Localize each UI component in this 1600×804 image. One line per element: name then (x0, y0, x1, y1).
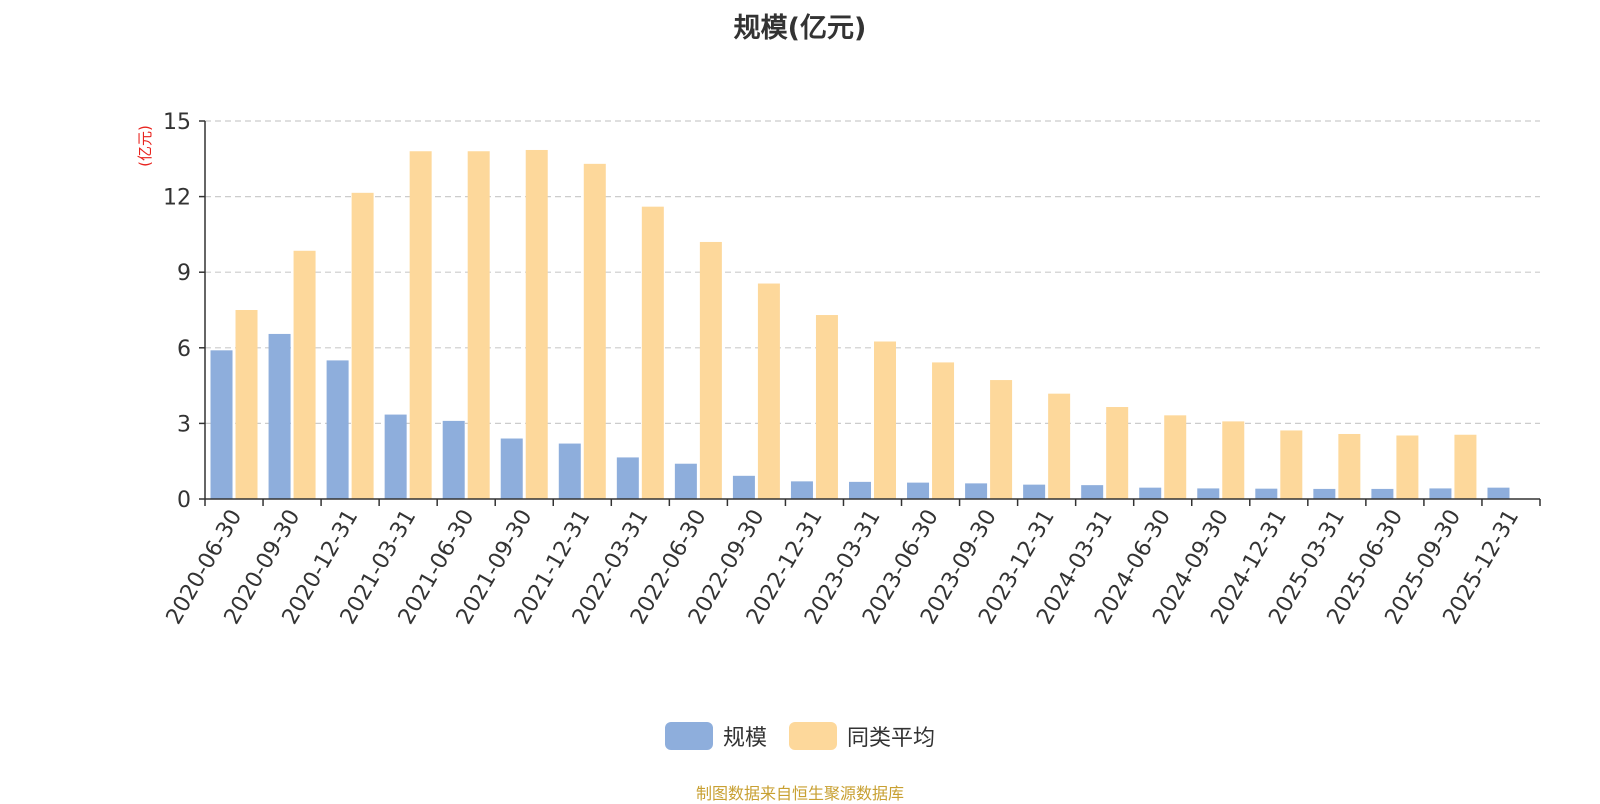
bar-scale[interactable] (558, 443, 581, 499)
y-tick-label: 6 (177, 337, 191, 362)
bar-scale[interactable] (1139, 487, 1162, 499)
bar-scale[interactable] (500, 438, 523, 499)
source-note: 制图数据来自恒生聚源数据库 (695, 784, 904, 803)
bar-scale[interactable] (326, 360, 349, 499)
y-tick-label: 3 (177, 412, 191, 437)
legend: 规模 同类平均 (0, 720, 1600, 752)
legend-swatch-scale (664, 722, 713, 750)
bar-peer-average[interactable] (932, 362, 955, 499)
bars (210, 149, 1510, 500)
bar-peer-average[interactable] (1280, 430, 1303, 499)
bar-scale[interactable] (965, 483, 988, 499)
bar-peer-average[interactable] (467, 151, 490, 500)
legend-item-scale[interactable]: 规模 (664, 720, 767, 752)
legend-item-peer-average[interactable]: 同类平均 (789, 720, 935, 752)
bar-peer-average[interactable] (1222, 421, 1245, 499)
bar-scale[interactable] (1487, 487, 1510, 499)
bar-scale[interactable] (674, 463, 697, 499)
y-tick-label: 0 (177, 488, 191, 513)
bar-scale[interactable] (442, 420, 465, 499)
bar-scale[interactable] (1023, 484, 1046, 499)
bar-scale[interactable] (1081, 485, 1104, 499)
bar-scale[interactable] (384, 414, 407, 499)
bar-peer-average[interactable] (757, 283, 780, 499)
bar-peer-average[interactable] (235, 310, 258, 499)
bar-scale[interactable] (210, 350, 233, 499)
bar-peer-average[interactable] (815, 315, 838, 499)
bar-peer-average[interactable] (351, 192, 374, 499)
bar-scale[interactable] (1313, 488, 1336, 499)
legend-label-peer-average: 同类平均 (847, 726, 936, 751)
bar-scale[interactable] (1371, 488, 1394, 499)
gridlines (205, 120, 1540, 424)
bar-peer-average[interactable] (699, 241, 722, 499)
bar-peer-average[interactable] (1106, 407, 1129, 499)
y-tick-label: 15 (163, 110, 191, 135)
bar-scale[interactable] (1429, 488, 1452, 499)
bar-peer-average[interactable] (583, 163, 606, 499)
y-tick-label: 9 (177, 261, 191, 286)
bar-scale[interactable] (732, 475, 755, 499)
bar-peer-average[interactable] (293, 250, 316, 499)
bar-scale[interactable] (790, 481, 813, 499)
bar-scale[interactable] (1255, 488, 1278, 499)
bar-peer-average[interactable] (641, 206, 664, 499)
legend-swatch-peer-average (789, 722, 837, 750)
bar-scale[interactable] (616, 457, 639, 499)
y-tick-label: 12 (163, 186, 191, 211)
bar-peer-average[interactable] (525, 149, 548, 500)
chart-title: 规模(亿元) (733, 13, 867, 44)
bar-peer-average[interactable] (1048, 393, 1071, 499)
bar-scale[interactable] (907, 482, 930, 499)
bar-peer-average[interactable] (990, 380, 1013, 499)
bar-scale[interactable] (268, 333, 291, 499)
bar-peer-average[interactable] (1396, 435, 1419, 499)
legend-label-scale: 规模 (722, 726, 767, 751)
bar-peer-average[interactable] (1164, 415, 1187, 499)
bar-scale[interactable] (849, 481, 871, 499)
bar-peer-average[interactable] (1454, 434, 1477, 499)
bar-scale[interactable] (1197, 488, 1220, 499)
bar-peer-average[interactable] (1338, 433, 1361, 499)
bar-peer-average[interactable] (874, 341, 896, 500)
y-axis-label: (亿元) (136, 125, 154, 167)
bar-peer-average[interactable] (409, 151, 432, 500)
